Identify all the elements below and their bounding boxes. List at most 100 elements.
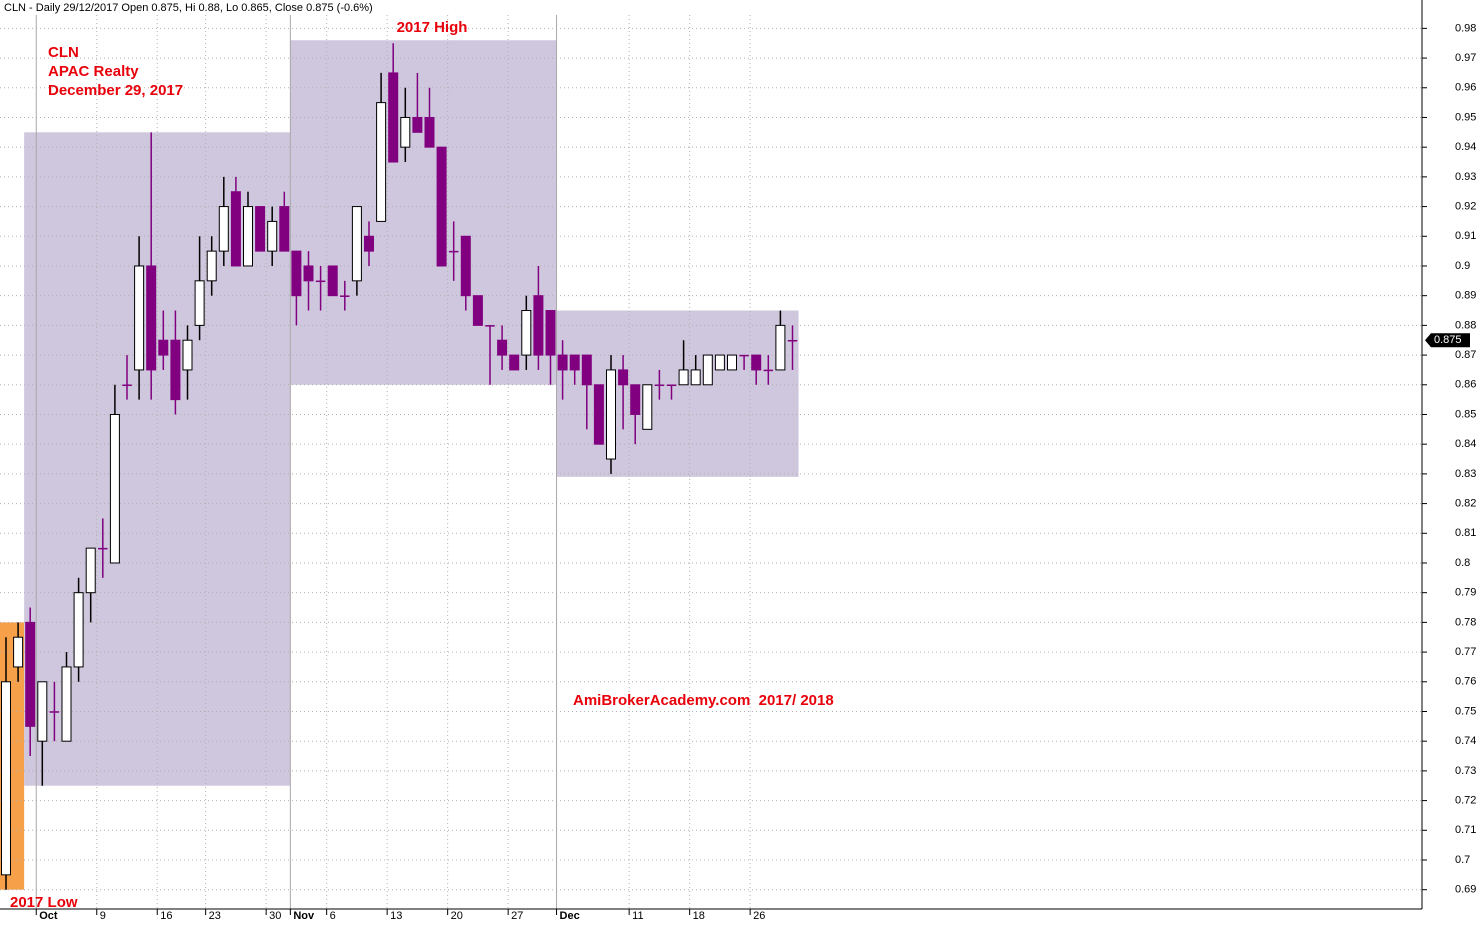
y-tick-label: 0.9: [1455, 260, 1470, 272]
y-tick-label: 0.88: [1455, 319, 1476, 331]
candle-body: [1, 681, 11, 876]
candle-body: [206, 250, 217, 282]
x-tick-label: 27: [511, 910, 523, 922]
x-tick-label: 30: [269, 910, 281, 922]
x-tick-label: 23: [209, 910, 221, 922]
y-tick-label: 0.75: [1455, 705, 1476, 717]
candle-body: [388, 72, 399, 163]
candle-body: [690, 369, 701, 386]
candle-body: [412, 116, 423, 133]
y-tick-label: 0.72: [1455, 794, 1476, 806]
candle-body: [279, 206, 290, 252]
candle-body: [122, 384, 132, 387]
x-tick-label: Dec: [560, 910, 580, 922]
y-tick-label: 0.82: [1455, 497, 1476, 509]
x-tick-label: 26: [753, 910, 765, 922]
candle-body: [521, 310, 532, 356]
candle-body: [303, 265, 314, 282]
candle-body: [109, 413, 120, 564]
candle-body: [678, 369, 689, 386]
candle-body: [85, 547, 96, 594]
candle-body: [13, 636, 24, 668]
annotation: 2017 High: [397, 19, 468, 36]
candle-body: [472, 295, 483, 326]
candle-body: [714, 354, 725, 371]
candle-body: [291, 250, 302, 297]
candle-body: [194, 280, 205, 326]
candle-body: [400, 116, 411, 148]
candle-body: [569, 354, 580, 371]
candle-body: [448, 250, 459, 253]
candle-body: [170, 339, 181, 401]
candle-body: [73, 592, 84, 668]
candle-body: [497, 339, 508, 356]
y-tick-label: 0.95: [1455, 111, 1476, 123]
candle-body: [230, 191, 241, 267]
y-tick-label: 0.91: [1455, 230, 1476, 242]
x-tick-label: 20: [451, 910, 463, 922]
x-tick-label: Oct: [39, 910, 58, 922]
candle-body: [267, 220, 278, 252]
candle-body: [702, 354, 713, 386]
candle-body: [630, 384, 641, 415]
candle-body: [61, 666, 72, 742]
x-tick-label: 13: [390, 910, 402, 922]
y-tick-label: 0.94: [1455, 141, 1476, 153]
candle-body: [25, 621, 36, 727]
candle-body: [255, 206, 266, 252]
candle-body: [509, 354, 520, 371]
candle-body: [376, 102, 387, 222]
y-tick-label: 0.98: [1455, 22, 1476, 34]
y-tick-label: 0.96: [1455, 82, 1476, 94]
candle-body: [315, 280, 326, 283]
candle-body: [218, 206, 229, 252]
candle-body: [606, 369, 616, 460]
y-tick-label: 0.78: [1455, 616, 1476, 628]
y-tick-label: 0.86: [1455, 379, 1476, 391]
y-tick-label: 0.77: [1455, 646, 1476, 658]
y-tick-label: 0.74: [1455, 735, 1476, 747]
x-tick-label: 16: [160, 910, 172, 922]
x-tick-label: 11: [632, 910, 643, 922]
candle-body: [751, 354, 762, 371]
candle-body: [158, 339, 169, 356]
last-value-label: 0.875: [1434, 334, 1462, 346]
y-tick-label: 0.7: [1455, 854, 1470, 866]
candle-body: [134, 265, 145, 371]
candle-body: [654, 384, 665, 387]
y-tick-label: 0.69: [1455, 884, 1476, 896]
y-tick-label: 0.71: [1455, 824, 1476, 836]
y-tick-label: 0.89: [1455, 290, 1476, 302]
y-tick-label: 0.97: [1455, 52, 1476, 64]
x-tick-label: 9: [100, 910, 106, 922]
candle-body: [557, 354, 568, 371]
candle-body: [763, 369, 774, 372]
candle-body: [739, 354, 749, 357]
y-tick-label: 0.8: [1455, 557, 1470, 569]
candle-body: [49, 711, 60, 713]
y-tick-label: 0.85: [1455, 408, 1476, 420]
x-tick-label: 6: [330, 910, 336, 922]
candle-body: [364, 235, 374, 252]
candle-body: [37, 681, 48, 742]
annotation: APAC Realty: [48, 63, 139, 80]
x-tick-label: Nov: [293, 910, 315, 922]
annotation: December 29, 2017: [48, 82, 183, 99]
y-tick-label: 0.92: [1455, 200, 1476, 212]
candle-body: [787, 339, 798, 342]
candle-body: [593, 384, 604, 445]
candle-body: [618, 369, 629, 386]
candle-body: [533, 295, 544, 356]
x-tick-label: 18: [693, 910, 705, 922]
candle-body: [642, 384, 653, 430]
range-box: [556, 310, 799, 477]
candle-body: [243, 206, 253, 267]
y-tick-label: 0.73: [1455, 765, 1476, 777]
y-tick-label: 0.83: [1455, 468, 1476, 480]
candle-body: [727, 354, 737, 371]
candle-body: [545, 310, 556, 356]
annotation: CLN: [48, 44, 79, 61]
chart-title: CLN - Daily 29/12/2017 Open 0.875, Hi 0.…: [4, 2, 373, 14]
candle-body: [340, 295, 350, 297]
